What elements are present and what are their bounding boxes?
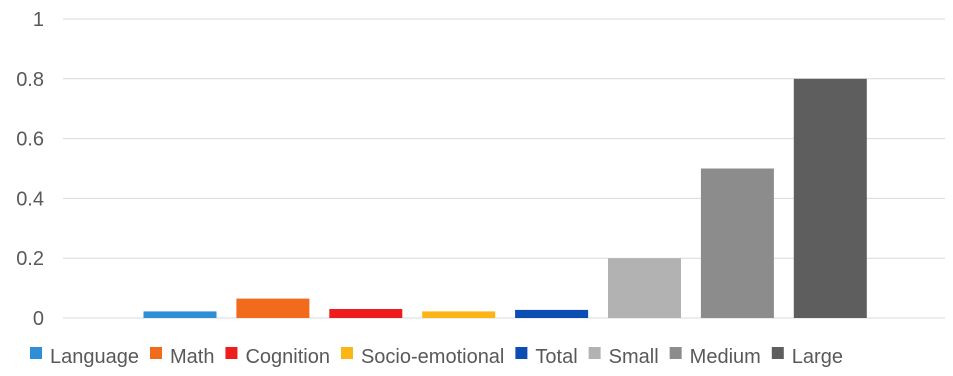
- legend-label: Language: [50, 346, 139, 368]
- legend-swatch: [149, 347, 162, 359]
- legend-label: Medium: [690, 346, 761, 368]
- legend-label: Math: [170, 346, 214, 368]
- y-tick-label: 0.6: [16, 129, 44, 151]
- bar-total: [515, 309, 589, 318]
- bar-large: [793, 78, 867, 318]
- legend-label: Large: [792, 346, 843, 368]
- y-tick-label: 0: [33, 308, 44, 330]
- bar-small: [608, 258, 681, 318]
- legend-swatch: [588, 347, 601, 359]
- legend: Language Math Cognition Socio-emotional Tota…: [30, 346, 843, 368]
- legend-label: Total: [535, 346, 577, 368]
- y-tick-label: 0.8: [16, 69, 44, 91]
- bar-medium: [700, 168, 774, 318]
- bar-cognition: [329, 309, 403, 318]
- y-tick-label: 0.2: [16, 248, 44, 270]
- bar-language: [143, 311, 217, 318]
- y-axis-tick-labels: 0 0.2 0.4 0.6 0.8 1: [16, 9, 44, 330]
- legend-swatch: [225, 347, 238, 359]
- y-tick-label: 0.4: [16, 188, 44, 210]
- legend-swatch: [30, 347, 42, 359]
- bar-socio-emotional: [422, 311, 496, 318]
- legend-label: Small: [609, 346, 659, 368]
- legend-swatch: [771, 347, 784, 359]
- legend-label: Socio-emotional: [361, 346, 504, 368]
- legend-swatch: [340, 347, 353, 359]
- bars: [143, 78, 867, 318]
- legend-label: Cognition: [245, 346, 330, 368]
- legend-swatch: [669, 347, 682, 359]
- legend-swatch: [515, 347, 528, 359]
- y-tick-label: 1: [33, 9, 44, 31]
- bar-math: [236, 298, 310, 318]
